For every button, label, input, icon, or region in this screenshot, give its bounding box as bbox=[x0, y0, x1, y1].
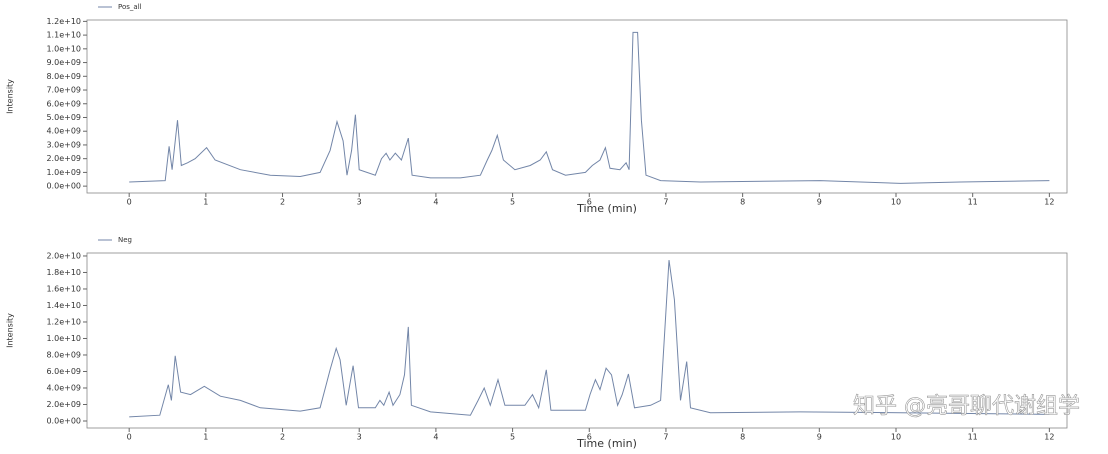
x-tick-label: 11 bbox=[968, 198, 978, 207]
x-tick-label: 8 bbox=[740, 433, 745, 442]
y-tick-label: 9.0e+09 bbox=[46, 58, 81, 67]
x-tick-label: 9 bbox=[817, 433, 822, 442]
x-tick-label: 10 bbox=[891, 433, 901, 442]
x-tick-label: 7 bbox=[663, 198, 668, 207]
series-line bbox=[129, 31, 1050, 184]
x-tick-label: 0 bbox=[127, 433, 132, 442]
y-tick-label: 8.0e+09 bbox=[46, 72, 81, 81]
x-tick-label: 9 bbox=[817, 198, 822, 207]
watermark: 知乎 @亮哥聊代谢组学 bbox=[853, 394, 1080, 419]
x-tick-label: 12 bbox=[1044, 198, 1054, 207]
x-tick-label: 1 bbox=[203, 198, 208, 207]
x-tick-label: 2 bbox=[280, 198, 285, 207]
y-tick-label: 1.0e+09 bbox=[46, 168, 81, 177]
legend-label: Neg bbox=[118, 236, 132, 244]
y-tick-label: 1.6e+10 bbox=[46, 284, 81, 293]
y-tick-label: 1.2e+10 bbox=[46, 317, 81, 326]
x-tick-label: 11 bbox=[968, 433, 978, 442]
y-tick-label: 6.0e+09 bbox=[46, 367, 81, 376]
x-tick-label: 6 bbox=[587, 198, 592, 207]
y-tick-label: 1.8e+10 bbox=[46, 268, 81, 277]
y-tick-label: 2.0e+09 bbox=[46, 400, 81, 409]
x-tick-label: 5 bbox=[510, 198, 515, 207]
x-tick-label: 3 bbox=[357, 433, 362, 442]
y-tick-label: 7.0e+09 bbox=[46, 86, 81, 95]
y-tick-label: 1.1e+10 bbox=[46, 31, 81, 40]
plot-frame bbox=[86, 19, 1068, 194]
y-tick-label: 4.0e+09 bbox=[46, 383, 81, 392]
x-axis-label: Time (min) bbox=[576, 202, 637, 215]
y-tick-label: 1.2e+10 bbox=[46, 17, 81, 26]
y-tick-label: 2.0e+10 bbox=[46, 251, 81, 260]
x-tick-label: 6 bbox=[587, 433, 592, 442]
plot-frame bbox=[86, 252, 1068, 429]
x-tick-label: 3 bbox=[357, 198, 362, 207]
legend-label: Pos_all bbox=[118, 3, 142, 11]
x-tick-label: 10 bbox=[891, 198, 901, 207]
x-tick-label: 2 bbox=[280, 433, 285, 442]
series-line bbox=[129, 260, 1050, 418]
y-tick-label: 4.0e+09 bbox=[46, 127, 81, 136]
y-tick-label: 1.0e+10 bbox=[46, 334, 81, 343]
y-axis-label: Intensity bbox=[6, 313, 15, 348]
y-tick-label: 0.0e+00 bbox=[46, 416, 81, 425]
y-tick-label: 5.0e+09 bbox=[46, 113, 81, 122]
x-tick-label: 4 bbox=[433, 433, 438, 442]
y-tick-label: 3.0e+09 bbox=[46, 140, 81, 149]
x-tick-label: 8 bbox=[740, 198, 745, 207]
y-tick-label: 2.0e+09 bbox=[46, 154, 81, 163]
y-tick-label: 1.4e+10 bbox=[46, 301, 81, 310]
x-tick-label: 7 bbox=[663, 433, 668, 442]
x-axis-label: Time (min) bbox=[576, 437, 637, 450]
y-tick-label: 8.0e+09 bbox=[46, 350, 81, 359]
y-tick-label: 6.0e+09 bbox=[46, 99, 81, 108]
x-tick-label: 5 bbox=[510, 433, 515, 442]
y-tick-label: 1.0e+10 bbox=[46, 44, 81, 53]
x-tick-label: 12 bbox=[1044, 433, 1054, 442]
y-tick-label: 0.0e+00 bbox=[46, 182, 81, 191]
x-tick-label: 4 bbox=[433, 198, 438, 207]
x-tick-label: 0 bbox=[127, 198, 132, 207]
y-axis-label: Intensity bbox=[6, 79, 15, 114]
x-tick-label: 1 bbox=[203, 433, 208, 442]
